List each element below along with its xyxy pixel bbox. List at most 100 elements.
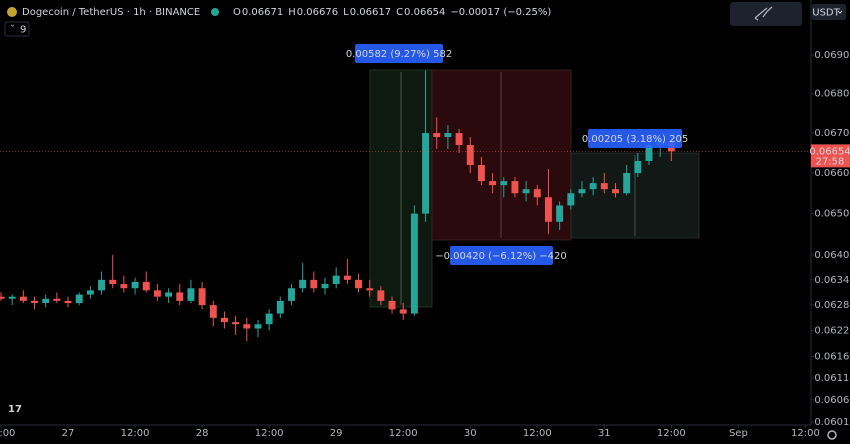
candle-body xyxy=(612,189,619,194)
candles xyxy=(0,70,811,342)
candle-body xyxy=(265,313,273,325)
chevron: ˇ xyxy=(10,24,15,36)
coin-icon xyxy=(7,7,17,17)
candle-body xyxy=(600,183,608,190)
candle-body xyxy=(544,197,552,222)
candle-body xyxy=(165,292,173,297)
currency-caret xyxy=(837,10,843,14)
x-tick-label: 28 xyxy=(196,428,209,439)
candle-body xyxy=(8,296,16,299)
x-tick-label: 30 xyxy=(464,428,477,439)
x-tick-label: 12:00 xyxy=(121,428,150,439)
candle-body xyxy=(64,300,72,303)
candle-body xyxy=(120,284,128,289)
candle-body xyxy=(310,279,318,289)
candle-body xyxy=(232,322,240,325)
ohlc-key: O xyxy=(233,7,241,18)
candle-body xyxy=(109,279,117,285)
candle-body xyxy=(288,288,295,301)
candle-body xyxy=(254,324,262,329)
candle-body xyxy=(556,205,564,222)
settings-icon[interactable] xyxy=(827,430,837,440)
candle-body xyxy=(220,317,228,323)
x-tick-label: 12:00 xyxy=(0,428,15,439)
candle-body xyxy=(422,133,430,214)
candle-body xyxy=(522,189,530,194)
candle-body xyxy=(634,160,642,174)
market-status xyxy=(211,8,219,16)
indicator-count: 9 xyxy=(20,25,26,36)
candle-body xyxy=(209,305,217,318)
candle-body xyxy=(19,296,27,301)
annotation-box xyxy=(450,246,553,265)
annotation: 0.00582 (9.27%) 582 xyxy=(346,49,452,60)
candle-body xyxy=(53,298,61,301)
price-tag xyxy=(811,144,850,168)
logo: 17 xyxy=(8,404,22,415)
candle-body xyxy=(489,181,497,186)
currency: USDT xyxy=(812,8,840,19)
candle-body xyxy=(455,133,463,145)
drawing-toolbar[interactable] xyxy=(730,2,802,26)
countdown: 27:58 xyxy=(816,156,845,167)
candle-body xyxy=(187,288,195,301)
x-tick-label: Sep xyxy=(729,428,748,439)
header: Dogecoin / TetherUS · 1h · BINANCE O 0.06… xyxy=(4,2,846,440)
candle-body xyxy=(276,300,284,314)
symbol: Dogecoin / TetherUS · 1h · BINANCE xyxy=(22,7,200,18)
candle-body xyxy=(343,275,351,280)
candle-body xyxy=(142,281,150,291)
candle-body xyxy=(131,281,139,289)
ohlc-value: 0.06671 xyxy=(242,7,283,18)
price-tag-label: 0.06654 xyxy=(809,146,850,157)
candle-body xyxy=(477,164,485,182)
candle-body xyxy=(578,189,586,194)
candle-body xyxy=(42,298,50,303)
candle-body xyxy=(410,213,418,314)
candle-body xyxy=(466,144,474,165)
x-tick-label: 31 xyxy=(598,428,611,439)
candle-body xyxy=(589,183,597,190)
currency-button[interactable] xyxy=(812,4,846,20)
ohlc-key: H xyxy=(288,7,296,18)
candle-body xyxy=(444,133,452,138)
overlay: 0.00582 (9.27%) 582 −0.00420 (−6.12%) −4… xyxy=(346,44,688,265)
ohlc-legend: O 0.06671 H 0.06676 L 0.06617 C 0.06654 −0.00017… xyxy=(233,7,551,18)
draw-icon xyxy=(754,6,773,21)
candle-body xyxy=(31,300,38,303)
candle-body xyxy=(511,181,519,194)
candle-body xyxy=(433,133,441,138)
x-tick-label: 12:00 xyxy=(791,428,820,439)
annotation: −0.00420 (−6.12%) −420 xyxy=(435,251,567,262)
candle-body xyxy=(198,288,206,306)
candle-body xyxy=(366,288,374,291)
annotation-box xyxy=(588,129,682,148)
annotation: 0.00205 (3.18%) 205 xyxy=(582,134,688,145)
candle-body xyxy=(332,275,340,285)
indicator-toggle[interactable] xyxy=(4,21,30,37)
candle-body xyxy=(567,193,575,206)
x-tick-label: 29 xyxy=(330,428,343,439)
x-tick-label: 12:00 xyxy=(389,428,418,439)
candle-body xyxy=(321,284,329,289)
ohlc-key: L xyxy=(343,7,349,18)
ohlc-value: 0.06676 xyxy=(297,7,338,18)
candle-body xyxy=(75,294,83,303)
x-tick-label: 12:00 xyxy=(523,428,552,439)
ohlc-key: C xyxy=(396,7,403,18)
x-tick-label: 12:00 xyxy=(255,428,284,439)
candle-body xyxy=(98,279,106,291)
candle-body xyxy=(399,309,407,314)
candle-body xyxy=(299,279,307,289)
